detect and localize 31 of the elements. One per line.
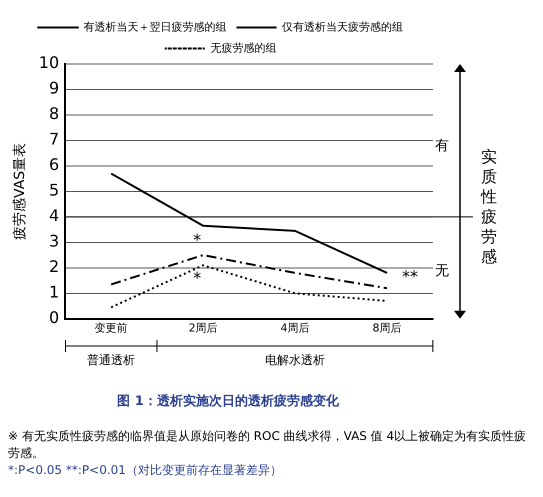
annotation: * bbox=[193, 268, 202, 288]
text: *:P<0.05 **:P<0.01（对比变更前存在显著差异） bbox=[8, 462, 283, 479]
legend-label: 无疲劳感的组 bbox=[210, 41, 276, 54]
x-tick-label: 4周后 bbox=[280, 321, 310, 334]
y2-axis-title: 实质性疲劳感 bbox=[481, 146, 498, 267]
x-tick-label: 8周后 bbox=[372, 321, 402, 334]
text: ※ 有无实质性疲劳感的临界值是从原始问卷的 ROC 曲线求得，VAS 值 4以上被确定为有实质性疲劳感。 bbox=[8, 428, 528, 462]
y-tick-label: 9 bbox=[48, 78, 60, 98]
y-tick-label: 0 bbox=[48, 308, 60, 327]
y-tick-label: 2 bbox=[48, 256, 60, 276]
legend-label: 仅有透析当天疲劳感的组 bbox=[282, 20, 403, 34]
y-tick-label: 1 bbox=[48, 282, 60, 302]
y-tick-label: 3 bbox=[48, 232, 60, 251]
x-tick-label: 2周后 bbox=[188, 321, 218, 334]
y-tick-label: 10 bbox=[38, 53, 60, 72]
legend-label: 有透析当天＋翌日疲劳感的组 bbox=[84, 20, 226, 34]
text: 无 bbox=[435, 262, 449, 280]
y-tick-label: 7 bbox=[48, 130, 60, 149]
annotation: * bbox=[193, 230, 202, 250]
y-tick-label: 8 bbox=[48, 104, 60, 124]
text: 有 bbox=[435, 136, 449, 155]
y-tick-label: 6 bbox=[48, 155, 60, 174]
y-axis-title: 疲劳感VAS量表 bbox=[12, 142, 28, 240]
text: 电解水透析 bbox=[264, 352, 326, 369]
text: 图 1：透析实施次日的透析疲劳感变化 bbox=[116, 392, 340, 410]
y-tick-label: 5 bbox=[48, 180, 60, 200]
text: 普通透析 bbox=[86, 352, 136, 369]
annotation: ** bbox=[402, 267, 418, 286]
line-series bbox=[110, 254, 388, 290]
y-tick-label: 4 bbox=[48, 206, 60, 226]
x-tick-label: 变更前 bbox=[94, 321, 128, 334]
